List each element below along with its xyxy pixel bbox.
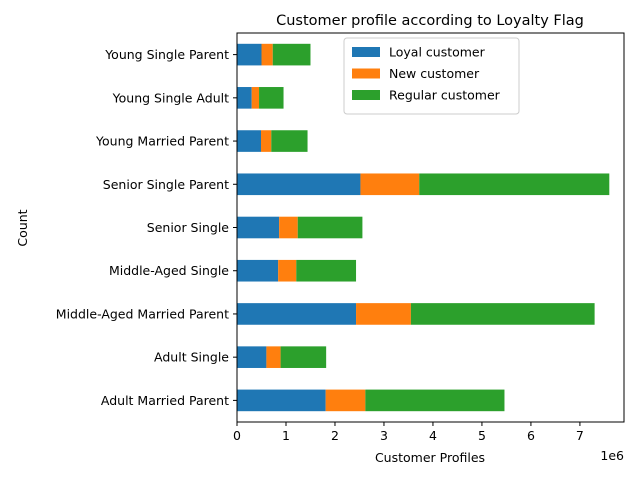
- x-tick-label: 2: [331, 428, 339, 443]
- bar-middle-aged-single-regular-customer: [296, 259, 357, 282]
- bars-group: [237, 43, 610, 412]
- bar-young-married-parent-new-customer: [261, 130, 272, 152]
- bar-middle-aged-single-loyal-customer: [237, 259, 279, 282]
- y-tick-label: Adult Single: [154, 350, 229, 365]
- y-tick-label: Young Single Adult: [112, 90, 229, 105]
- bar-middle-aged-married-parent-regular-customer: [410, 303, 595, 325]
- legend-swatch: [352, 90, 380, 100]
- bar-young-married-parent-loyal-customer: [237, 130, 262, 152]
- y-tick-label: Senior Single Parent: [103, 177, 229, 192]
- bar-adult-single-regular-customer: [280, 346, 327, 368]
- x-axis-offset-label: 1e6: [600, 448, 624, 463]
- bar-young-married-parent-regular-customer: [271, 130, 308, 152]
- bar-senior-single-regular-customer: [297, 216, 363, 239]
- y-tick-label: Middle-Aged Single: [109, 263, 229, 278]
- legend-label: New customer: [389, 66, 480, 81]
- x-tick-label: 7: [576, 428, 584, 443]
- x-tick-label: 4: [429, 428, 437, 443]
- y-axis: Adult Married Parent Adult Single Middle-A…: [56, 47, 237, 408]
- legend: Loyal customer New customer Regular custom…: [343, 37, 520, 115]
- x-tick-label: 0: [233, 428, 241, 443]
- x-axis-title: Customer Profiles: [375, 450, 485, 465]
- bar-middle-aged-married-parent-loyal-customer: [237, 303, 357, 325]
- x-tick-label: 5: [478, 428, 486, 443]
- bar-adult-single-loyal-customer: [237, 346, 267, 368]
- chart-title: Customer profile according to Loyalty Fl…: [276, 13, 584, 29]
- bar-middle-aged-married-parent-new-customer: [356, 303, 411, 325]
- x-tick-label: 1: [282, 428, 290, 443]
- bar-young-single-adult-new-customer: [251, 87, 260, 109]
- bar-middle-aged-single-new-customer: [278, 259, 297, 282]
- bar-adult-married-parent-regular-customer: [365, 389, 505, 412]
- bar-adult-single-new-customer: [266, 346, 281, 368]
- bar-young-single-parent-regular-customer: [272, 43, 311, 66]
- bar-adult-married-parent-new-customer: [325, 389, 366, 412]
- y-tick-label: Adult Married Parent: [101, 393, 229, 408]
- bar-senior-single-new-customer: [279, 216, 298, 239]
- x-axis: 0 1 2 3 4 5 6 7: [233, 422, 584, 443]
- bar-adult-married-parent-loyal-customer: [237, 389, 326, 412]
- bar-young-single-adult-loyal-customer: [237, 87, 252, 109]
- bar-young-single-parent-loyal-customer: [237, 43, 262, 66]
- legend-label: Loyal customer: [389, 45, 486, 60]
- x-tick-label: 6: [527, 428, 535, 443]
- bar-senior-single-parent-new-customer: [360, 173, 420, 196]
- bar-young-single-parent-new-customer: [261, 43, 273, 66]
- bar-senior-single-loyal-customer: [237, 216, 280, 239]
- bar-senior-single-parent-regular-customer: [419, 173, 610, 196]
- legend-label: Regular customer: [389, 88, 501, 103]
- legend-swatch: [352, 47, 380, 57]
- legend-swatch: [352, 68, 380, 79]
- y-tick-label: Middle-Aged Married Parent: [56, 306, 229, 321]
- legend-frame: [343, 37, 520, 115]
- y-tick-label: Senior Single: [147, 220, 230, 235]
- bar-young-single-adult-regular-customer: [259, 87, 284, 109]
- bar-senior-single-parent-loyal-customer: [237, 173, 361, 196]
- y-tick-label: Young Single Parent: [104, 47, 229, 62]
- y-tick-label: Young Married Parent: [95, 134, 229, 149]
- y-axis-title: Count: [15, 209, 30, 246]
- x-tick-label: 3: [380, 428, 388, 443]
